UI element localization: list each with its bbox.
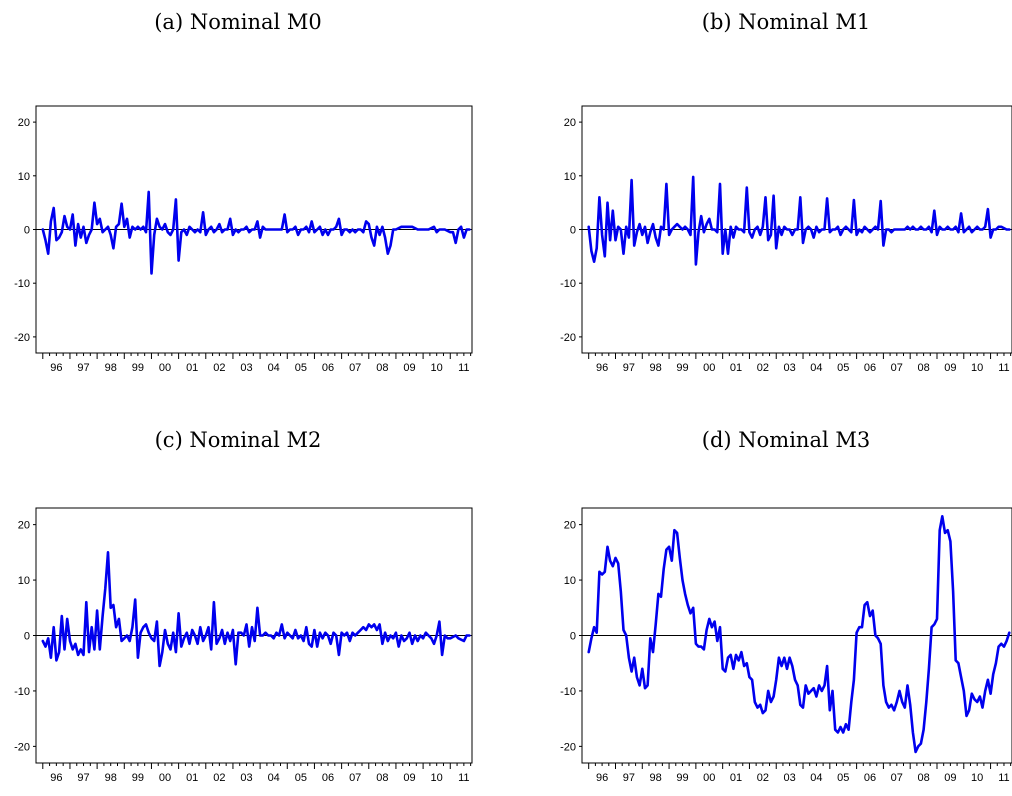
x-tick-label: 08: [917, 362, 929, 374]
y-tick-label: -10: [14, 686, 30, 698]
x-tick-label: 02: [213, 772, 225, 784]
x-tick-label: 10: [431, 362, 443, 374]
x-tick-label: 11: [458, 772, 469, 784]
x-tick-label: 11: [458, 362, 469, 374]
y-tick-label: -10: [560, 686, 576, 698]
x-tick-label: 07: [891, 772, 903, 784]
x-tick-label: 99: [676, 362, 688, 374]
x-tick-label: 05: [837, 362, 849, 374]
y-tick-label: -20: [560, 741, 576, 753]
x-tick-label: 03: [784, 772, 796, 784]
y-tick-label: 0: [570, 631, 576, 643]
x-tick-label: 07: [349, 772, 361, 784]
x-tick-label: 03: [240, 772, 252, 784]
x-tick-label: 02: [757, 772, 769, 784]
x-tick-label: 96: [50, 772, 62, 784]
y-tick-label: 0: [24, 631, 30, 643]
x-tick-label: 08: [917, 772, 929, 784]
x-tick-label: 01: [730, 772, 742, 784]
x-tick-label: 01: [186, 362, 198, 374]
x-tick-label: 06: [322, 772, 334, 784]
y-tick-label: -20: [14, 332, 30, 344]
x-tick-label: 97: [77, 362, 89, 374]
x-tick-label: 99: [676, 772, 688, 784]
y-tick-label: 20: [564, 520, 576, 532]
x-tick-label: 05: [295, 772, 307, 784]
x-tick-label: 02: [213, 362, 225, 374]
y-tick-label: 20: [18, 520, 30, 532]
y-tick-label: -10: [14, 278, 30, 290]
x-tick-label: 01: [186, 772, 198, 784]
x-tick-label: 05: [295, 362, 307, 374]
y-tick-label: 0: [570, 225, 576, 237]
x-tick-label: 99: [132, 362, 144, 374]
y-tick-label: 10: [18, 171, 30, 183]
x-tick-label: 99: [132, 772, 144, 784]
x-tick-label: 96: [596, 772, 608, 784]
x-tick-label: 06: [864, 362, 876, 374]
x-tick-label: 04: [268, 362, 280, 374]
y-tick-label: -20: [14, 741, 30, 753]
panel-nominal-m2: (c) Nominal M2 -20 -10 0 10 20 96 97 98 99 00 01 02 0…: [14, 428, 473, 784]
y-tick-label: 20: [18, 117, 30, 129]
x-tick-label: 07: [891, 362, 903, 374]
x-tick-label: 96: [50, 362, 62, 374]
x-tick-label: 03: [240, 362, 252, 374]
chart-title: (b) Nominal M1: [702, 10, 870, 34]
chart-title: (d) Nominal M3: [702, 428, 870, 452]
x-tick-label: 96: [596, 362, 608, 374]
x-tick-label: 10: [971, 772, 983, 784]
x-tick-label: 02: [757, 362, 769, 374]
x-tick-label: 08: [376, 772, 388, 784]
x-tick-label: 98: [650, 772, 662, 784]
y-tick-label: -20: [560, 332, 576, 344]
y-tick-label: 10: [18, 575, 30, 587]
x-tick-label: 09: [403, 772, 415, 784]
x-tick-label: 09: [944, 772, 956, 784]
y-tick-label: 10: [564, 171, 576, 183]
x-tick-label: 11: [998, 772, 1009, 784]
x-tick-label: 06: [322, 362, 334, 374]
x-tick-label: 05: [837, 772, 849, 784]
x-tick-label: 07: [349, 362, 361, 374]
x-tick-label: 01: [730, 362, 742, 374]
x-tick-label: 08: [376, 362, 388, 374]
chart-title: (a) Nominal M0: [154, 10, 322, 34]
series-line: [587, 175, 1011, 266]
x-tick-label: 00: [159, 362, 171, 374]
x-tick-label: 98: [650, 362, 662, 374]
x-tick-label: 00: [703, 772, 715, 784]
chart-title: (c) Nominal M2: [155, 428, 322, 452]
y-tick-label: -10: [560, 278, 576, 290]
y-tick-label: 20: [564, 117, 576, 129]
x-tick-label: 98: [105, 772, 117, 784]
series-line: [587, 514, 1011, 754]
series-line: [41, 190, 471, 275]
x-tick-label: 06: [864, 772, 876, 784]
panel-nominal-m0: (a) Nominal M0 -20 -10 0 10 20 96 97 98 99 00 01 02 0…: [14, 10, 473, 374]
x-tick-label: 10: [971, 362, 983, 374]
x-tick-label: 09: [403, 362, 415, 374]
y-tick-label: 10: [564, 575, 576, 587]
x-tick-label: 09: [944, 362, 956, 374]
x-tick-label: 04: [810, 362, 822, 374]
x-tick-label: 97: [623, 772, 635, 784]
x-tick-label: 97: [77, 772, 89, 784]
panel-nominal-m3: (d) Nominal M3 -20 -10 0 10 20 96 97 98 99 00 01 02 0…: [560, 428, 1012, 784]
series-line: [41, 550, 471, 668]
y-tick-label: 0: [24, 225, 30, 237]
x-tick-label: 97: [623, 362, 635, 374]
x-tick-label: 03: [784, 362, 796, 374]
x-tick-label: 04: [810, 772, 822, 784]
x-tick-label: 98: [105, 362, 117, 374]
x-tick-label: 00: [159, 772, 171, 784]
panel-nominal-m1: (b) Nominal M1 -20 -10 0 10 20 96 97 98 99 00 01 02 0…: [560, 10, 1012, 374]
x-tick-label: 04: [268, 772, 280, 784]
x-tick-label: 10: [431, 772, 443, 784]
x-tick-label: 00: [703, 362, 715, 374]
x-tick-label: 11: [998, 362, 1009, 374]
